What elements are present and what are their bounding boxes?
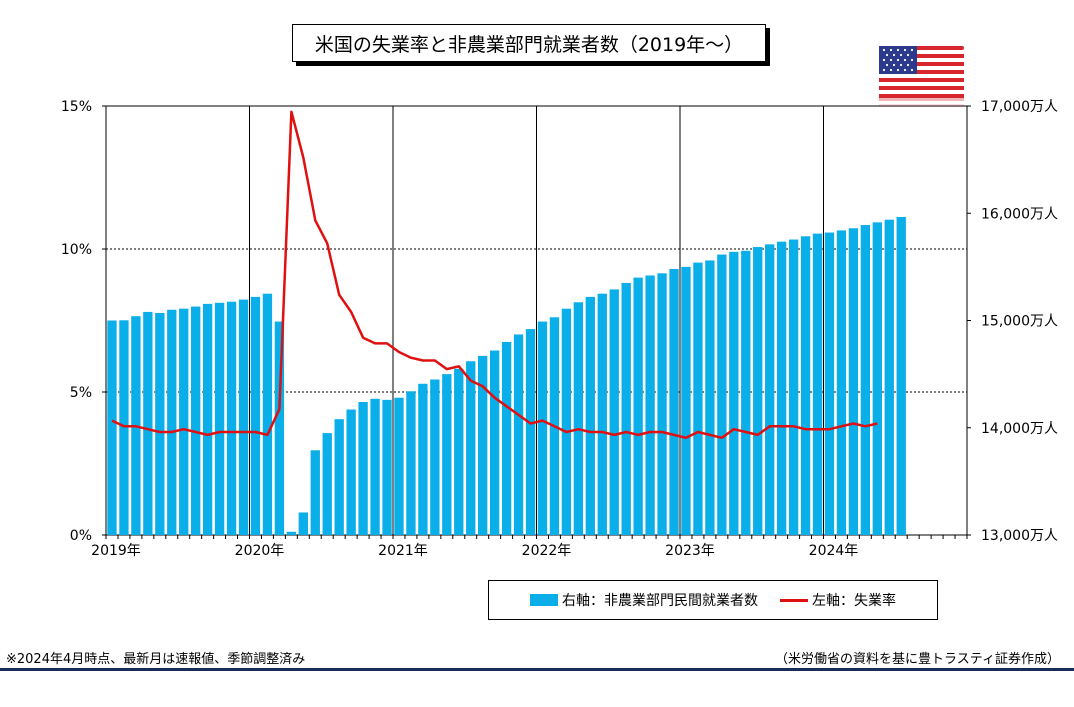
- employment-bar: [370, 398, 380, 535]
- employment-bar: [191, 306, 201, 535]
- employment-bar: [358, 402, 368, 535]
- legend-item-line: 左軸：失業率: [780, 590, 896, 610]
- employment-bar: [478, 355, 488, 535]
- unemployment-line: [111, 110, 878, 440]
- employment-bar: [107, 320, 117, 535]
- employment-bar: [466, 361, 476, 535]
- y-left-tick-label: 5%: [70, 385, 92, 401]
- employment-bar: [848, 228, 859, 535]
- employment-bar: [346, 409, 356, 535]
- employment-bar: [310, 450, 320, 535]
- employment-bar: [394, 397, 404, 535]
- employment-bar: [860, 225, 871, 536]
- y-right-tick-label: 17,000万人: [981, 99, 1058, 115]
- employment-bar: [561, 308, 572, 535]
- employment-bar: [442, 374, 452, 535]
- employment-bar: [609, 289, 619, 535]
- legend-bar-swatch: [530, 594, 558, 606]
- x-tick-label: 2020年: [235, 543, 285, 559]
- employment-bar: [525, 329, 536, 535]
- chart-title-text: 米国の失業率と非農業部門就業者数（2019年〜）: [314, 33, 744, 56]
- employment-bar: [167, 309, 177, 535]
- employment-bar: [717, 254, 727, 535]
- employment-bar: [454, 368, 464, 535]
- employment-bar: [741, 250, 751, 535]
- employment-bar: [669, 269, 679, 535]
- employment-bar: [729, 251, 739, 536]
- employment-bar: [884, 219, 894, 535]
- employment-bar: [226, 301, 237, 535]
- x-tick-label: 2024年: [809, 543, 859, 559]
- employment-bar: [621, 282, 631, 535]
- employment-bar: [322, 433, 332, 535]
- legend-line-label: 左軸：失業率: [812, 593, 896, 609]
- employment-bar: [119, 320, 129, 535]
- x-tick-label: 2021年: [378, 543, 428, 559]
- employment-bar: [705, 260, 715, 535]
- chart-title: 米国の失業率と非農業部門就業者数（2019年〜）: [292, 24, 766, 62]
- y-left-tick-label: 0%: [70, 528, 92, 544]
- employment-bar: [334, 419, 344, 535]
- y-left-tick-label: 10%: [61, 242, 92, 258]
- employment-bar: [824, 232, 835, 535]
- employment-bar: [382, 399, 392, 535]
- x-tick-label: 2019年: [91, 543, 141, 559]
- employment-bar: [693, 262, 703, 535]
- employment-bar: [418, 383, 428, 535]
- y-left-tick-label: 15%: [61, 99, 92, 115]
- legend: 右軸：非農業部門民間就業者数 左軸：失業率: [488, 580, 938, 620]
- employment-bar: [179, 308, 189, 535]
- employment-bar: [430, 379, 440, 535]
- employment-bar: [681, 266, 691, 535]
- employment-bar: [214, 302, 225, 535]
- legend-line-swatch: [780, 598, 808, 602]
- employment-bar: [406, 391, 416, 535]
- employment-bar: [585, 296, 595, 535]
- y-right-tick-label: 15,000万人: [981, 314, 1058, 330]
- employment-bar: [788, 239, 799, 535]
- bottom-divider: [0, 668, 1074, 671]
- employment-bar: [872, 222, 882, 535]
- us-flag-icon: [879, 46, 964, 110]
- legend-item-bars: 右軸：非農業部門民間就業者数: [530, 590, 758, 610]
- employment-bar: [143, 311, 153, 535]
- employment-bar: [645, 275, 655, 535]
- employment-bar: [537, 321, 548, 535]
- legend-bar-label: 右軸：非農業部門民間就業者数: [562, 593, 758, 609]
- y-right-tick-label: 14,000万人: [981, 421, 1058, 437]
- source-note: （米労働省の資料を基に豊トラスティ証券作成）: [775, 652, 1060, 667]
- employment-bar: [513, 334, 524, 535]
- employment-bar: [836, 230, 847, 535]
- employment-bar: [202, 303, 213, 535]
- employment-bar: [250, 296, 261, 535]
- employment-bar: [776, 241, 787, 535]
- employment-bar: [597, 293, 607, 535]
- employment-bar: [657, 273, 667, 535]
- employment-bar: [765, 244, 775, 536]
- employment-bar: [155, 312, 165, 535]
- employment-bar: [286, 531, 297, 535]
- employment-bar: [238, 299, 249, 535]
- employment-bar: [274, 321, 285, 535]
- x-tick-label: 2022年: [522, 543, 572, 559]
- y-right-tick-label: 16,000万人: [981, 206, 1058, 222]
- x-tick-label: 2023年: [665, 543, 715, 559]
- employment-bar: [896, 217, 906, 535]
- footnote: ※2024年4月時点、最新月は速報値、季節調整済み: [6, 652, 306, 667]
- y-right-tick-label: 13,000万人: [981, 528, 1058, 544]
- employment-bar: [753, 247, 763, 535]
- employment-bar: [573, 302, 584, 535]
- employment-bar: [489, 350, 500, 535]
- employment-bar: [298, 512, 308, 535]
- employment-bar: [812, 233, 823, 535]
- employment-bar: [501, 341, 512, 535]
- employment-bar: [262, 293, 273, 535]
- employment-bar: [633, 277, 643, 535]
- employment-bar: [800, 236, 811, 535]
